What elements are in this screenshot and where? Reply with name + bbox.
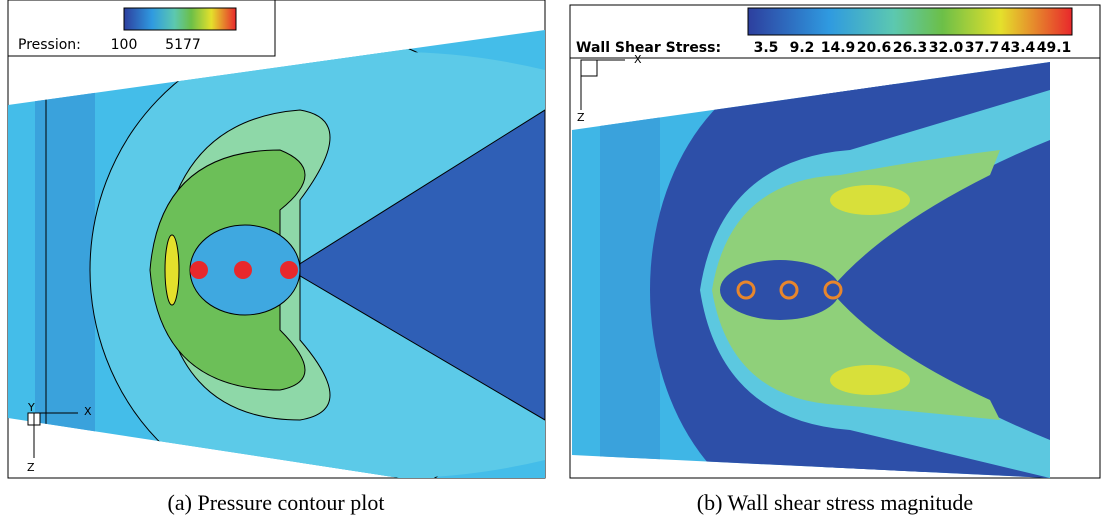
legend-label: Wall Shear Stress: bbox=[576, 40, 721, 56]
contour-field bbox=[8, 30, 545, 478]
caption: (a) Pressure contour plot bbox=[168, 490, 385, 515]
contour-field bbox=[572, 62, 1050, 478]
legend-tick: 43.4 bbox=[1001, 40, 1036, 56]
cylinder bbox=[779, 280, 799, 300]
colorbar bbox=[123, 7, 237, 31]
legend-tick: 49.1 bbox=[1037, 40, 1072, 56]
legend-tick: 32.0 bbox=[929, 40, 964, 56]
axis-label: X bbox=[634, 53, 642, 66]
legend-tick: 20.6 bbox=[857, 40, 892, 56]
legend-ticks: 3.5 9.2 14.9 20.6 26.3 32.0 37.7 43.4 49.1 bbox=[754, 40, 1072, 56]
cylinder bbox=[280, 261, 298, 279]
pressure-plot: Pression: 100 5177 Y X Z bbox=[7, 0, 546, 479]
axis-triad: Y X Z bbox=[27, 401, 92, 474]
colorbar bbox=[747, 7, 1073, 36]
axis-label: Z bbox=[27, 461, 35, 474]
legend-tick: 100 bbox=[111, 37, 138, 53]
caption: (b) Wall shear stress magnitude bbox=[697, 490, 973, 515]
shear-stress-plot: Wall Shear Stress: 3.5 9.2 14.9 20.6 26.3 32.… bbox=[569, 4, 1101, 479]
legend-tick: 3.5 bbox=[754, 40, 779, 56]
cylinder bbox=[190, 261, 208, 279]
axis-label: X bbox=[84, 405, 92, 418]
legend-tick: 37.7 bbox=[965, 40, 1000, 56]
legend-tick: 26.3 bbox=[893, 40, 928, 56]
cylinder bbox=[234, 261, 252, 279]
axis-label: Y bbox=[27, 401, 35, 414]
legend-tick: 5177 bbox=[165, 37, 201, 53]
legend-tick: 14.9 bbox=[821, 40, 856, 56]
axis-triad: X Z bbox=[577, 53, 642, 124]
legend-label: Pression: bbox=[18, 37, 81, 53]
legend-tick: 9.2 bbox=[790, 40, 815, 56]
cylinder bbox=[736, 280, 756, 300]
axis-label: Z bbox=[577, 111, 585, 124]
cylinder bbox=[823, 280, 843, 300]
